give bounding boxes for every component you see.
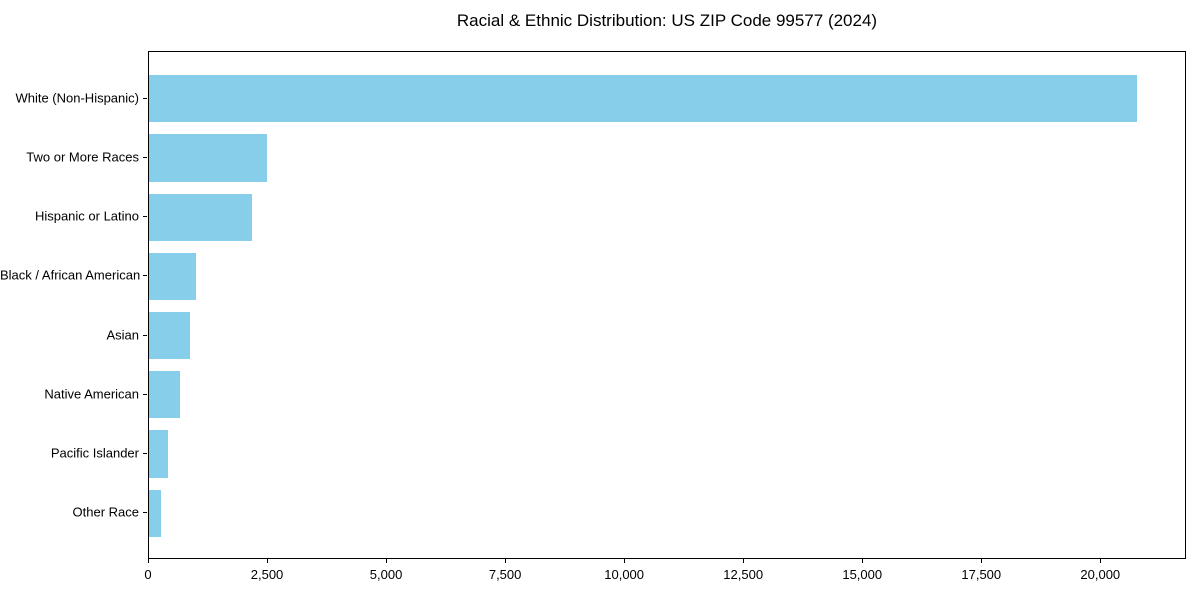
x-axis-tick [624, 559, 626, 563]
y-axis-label: Black / African American [0, 267, 141, 283]
x-axis-tick [743, 559, 745, 563]
x-axis-tick [386, 559, 388, 563]
chart-title: Racial & Ethnic Distribution: US ZIP Cod… [456, 11, 878, 30]
y-axis-tick [143, 334, 147, 336]
y-axis-tick [143, 216, 147, 218]
x-axis-tick [862, 559, 864, 563]
y-axis-label: Other Race [72, 504, 139, 520]
bar-asian [149, 311, 190, 360]
y-axis-tick [143, 393, 147, 395]
y-axis-label: Pacific Islander [50, 445, 139, 461]
x-axis-tick-label: 17,500 [961, 567, 1002, 582]
y-axis-label: Native American [44, 386, 139, 402]
y-axis-label: Asian [106, 327, 139, 343]
y-axis-tick [143, 453, 147, 455]
x-axis-tick [981, 559, 983, 563]
bar-hispanic-or-latino [149, 193, 252, 241]
y-axis-label: Hispanic or Latino [34, 208, 139, 224]
y-axis-tick [143, 512, 147, 514]
bar-other-race [149, 489, 161, 537]
x-axis-tick-label: 2,500 [250, 567, 284, 582]
x-axis-tick [267, 559, 269, 563]
x-axis-tick-label: 15,000 [842, 567, 883, 582]
x-axis-tick [505, 559, 507, 563]
x-axis-tick-label: 5,000 [369, 567, 403, 582]
x-axis-tick-label: 12,500 [723, 567, 764, 582]
plot-area [148, 51, 1186, 559]
bar-native-american [149, 371, 180, 419]
y-axis-tick [143, 97, 147, 99]
y-axis-label: White (Non-Hispanic) [15, 90, 139, 106]
x-axis-tick-label: 10,000 [604, 567, 645, 582]
bar-black-african-american [149, 252, 197, 301]
x-axis-tick-label: 20,000 [1080, 567, 1121, 582]
x-axis-tick-label: 7,500 [488, 567, 522, 582]
bar-two-or-more-races [149, 134, 268, 182]
y-axis-label: Two or More Races [26, 149, 139, 165]
bar-white-non-hispanic [149, 75, 1137, 123]
bar-pacific-islander [149, 430, 169, 478]
y-axis-tick [143, 156, 147, 158]
x-axis-tick [148, 559, 149, 563]
x-axis-tick-label: 0 [144, 567, 152, 582]
y-axis-tick [143, 275, 147, 277]
x-axis-tick [1100, 559, 1102, 563]
